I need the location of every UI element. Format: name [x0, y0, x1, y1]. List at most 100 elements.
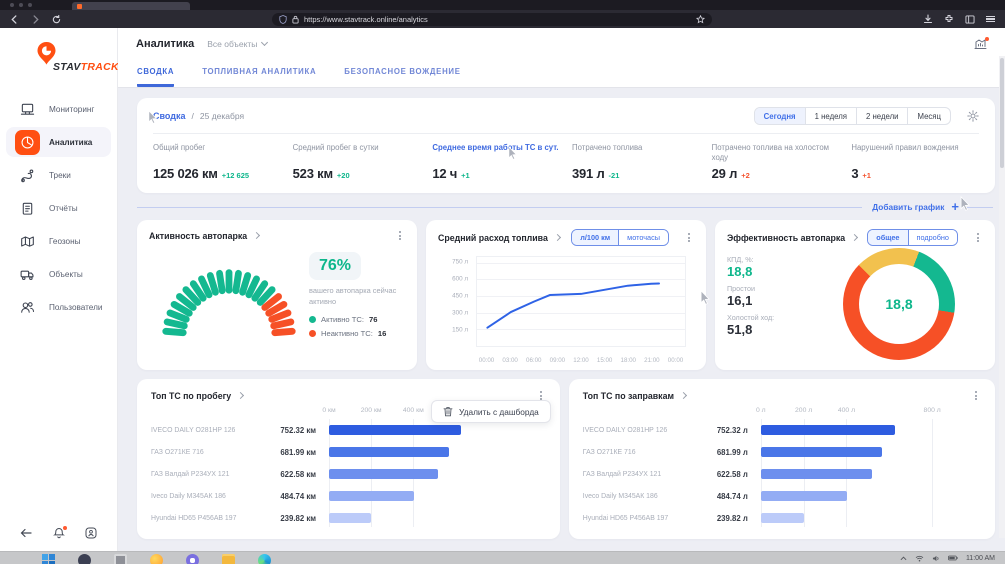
value-bar[interactable] — [329, 447, 449, 457]
kebab-menu-icon[interactable] — [684, 231, 694, 244]
period-button[interactable]: 1 неделя — [805, 108, 856, 124]
gear-icon[interactable] — [967, 110, 979, 122]
sidebar-item-monitoring[interactable]: Мониторинг — [6, 94, 111, 124]
legend-label: Активно ТС: — [321, 315, 364, 324]
wifi-icon[interactable] — [915, 555, 924, 562]
tray-chevron-icon[interactable] — [900, 556, 907, 561]
vehicle-name: ГАЗ Валдай Р234УХ 121 — [583, 463, 695, 485]
value-bar[interactable] — [761, 425, 895, 435]
metric-delta: +20 — [337, 171, 350, 180]
value-bar[interactable] — [761, 513, 804, 523]
value-bar[interactable] — [329, 513, 371, 523]
card-title: Эффективность автопарка — [727, 233, 845, 243]
stavtrack-logo[interactable]: STAVTRACK — [0, 28, 117, 80]
chevron-down-icon — [261, 39, 268, 46]
vehicle-name: ГАЗ О271КЕ 716 — [151, 441, 263, 463]
value-bar[interactable] — [761, 491, 848, 501]
task-view-icon[interactable] — [114, 554, 127, 564]
tab-0[interactable]: СВОДКА — [137, 67, 174, 87]
x-axis-label: 18:00 — [621, 357, 636, 364]
objects-filter-dropdown[interactable]: Все объекты — [207, 39, 267, 49]
battery-icon[interactable] — [948, 555, 958, 561]
chevron-right-icon[interactable] — [851, 234, 858, 241]
start-button[interactable] — [42, 554, 55, 564]
url-bar[interactable]: https://www.stavtrack.online/analytics — [272, 13, 712, 26]
tab-1[interactable]: ТОПЛИВНАЯ АНАЛИТИКА — [202, 67, 316, 87]
metric-label: Потрачено топлива — [572, 143, 700, 164]
bar-cell — [761, 441, 975, 463]
kebab-menu-icon[interactable] — [395, 229, 405, 242]
chevron-right-icon[interactable] — [253, 232, 260, 239]
summary-link[interactable]: Сводка — [153, 111, 186, 121]
value-bar[interactable] — [329, 491, 414, 501]
vehicle-value: 681.99 л — [695, 441, 761, 463]
bar-cell — [329, 441, 540, 463]
vehicle-name: Hyundai HD65 Р456АВ 197 — [583, 507, 695, 529]
updates-icon[interactable] — [974, 38, 987, 50]
sidebar-item-objects[interactable]: Объекты — [6, 259, 111, 289]
back-button[interactable] — [10, 15, 19, 24]
toggle-button[interactable]: подробно — [908, 230, 958, 245]
summary-date: 25 декабря — [200, 111, 244, 121]
sidebar-item-analytics[interactable]: Аналитика — [6, 127, 111, 157]
sidebar-toggle-icon[interactable] — [965, 15, 975, 24]
plus-icon[interactable]: + — [951, 203, 959, 211]
collapse-sidebar-icon[interactable] — [20, 528, 32, 538]
bookmark-star-icon[interactable] — [696, 15, 705, 24]
window-controls[interactable] — [10, 3, 32, 7]
reload-button[interactable] — [52, 15, 61, 24]
shield-icon[interactable] — [279, 15, 287, 24]
sidebar-item-tracks[interactable]: Треки — [6, 160, 111, 190]
toggle-button[interactable]: л/100 км — [572, 230, 618, 245]
edge-icon[interactable] — [258, 554, 271, 564]
stat-label: Простои — [727, 284, 815, 293]
scrollbar-thumb[interactable] — [1000, 58, 1004, 168]
value-bar[interactable] — [761, 469, 872, 479]
vehicle-value: 622.58 л — [695, 463, 761, 485]
browser-tab[interactable] — [72, 2, 190, 10]
monitor-icon — [15, 97, 40, 122]
forward-button[interactable] — [31, 15, 40, 24]
delete-from-dashboard-item[interactable]: Удалить с дашборда — [459, 407, 539, 417]
x-axis-label: 06:00 — [526, 357, 541, 364]
page-scrollbar[interactable] — [999, 56, 1005, 538]
value-bar[interactable] — [761, 447, 883, 457]
x-axis-label: 12:00 — [573, 357, 588, 364]
lock-icon[interactable] — [292, 15, 299, 24]
toggle-button[interactable]: моточасы — [618, 230, 668, 245]
chevron-right-icon[interactable] — [680, 392, 687, 399]
metric-label[interactable]: Среднее время работы ТС в сут. — [432, 143, 560, 164]
app-purple-icon[interactable] — [186, 554, 199, 564]
tab-2[interactable]: БЕЗОПАСНОЕ ВОЖДЕНИЕ — [344, 67, 460, 87]
file-explorer-icon[interactable] — [222, 554, 235, 564]
chevron-right-icon[interactable] — [554, 234, 561, 241]
extensions-icon[interactable] — [944, 14, 954, 24]
period-button[interactable]: Сегодня — [755, 108, 805, 124]
content-header: Аналитика Все объекты — [118, 28, 1005, 59]
account-icon[interactable] — [85, 527, 97, 539]
fuel-line — [477, 257, 685, 346]
value-bar[interactable] — [329, 469, 438, 479]
stat-value: 18,8 — [727, 264, 815, 279]
add-chart-row[interactable]: Добавить график + — [137, 202, 993, 212]
kebab-menu-icon[interactable] — [971, 389, 981, 402]
value-bar[interactable] — [329, 425, 461, 435]
firefox-icon[interactable] — [150, 554, 163, 564]
download-icon[interactable] — [923, 14, 933, 24]
sidebar-item-users[interactable]: Пользователи — [6, 292, 111, 322]
metric-value: 12 ч — [432, 166, 457, 181]
sidebar-item-geozones[interactable]: Геозоны — [6, 226, 111, 256]
notifications-bell-icon[interactable] — [53, 527, 65, 539]
add-chart-label[interactable]: Добавить график — [872, 202, 944, 212]
top-refuel-card: Топ ТС по заправкам 0 л200 л400 л800 лIV… — [569, 379, 995, 539]
sidebar-item-label: Треки — [49, 171, 71, 180]
menu-icon[interactable] — [986, 16, 995, 23]
kebab-menu-icon[interactable] — [973, 231, 983, 244]
search-icon[interactable] — [78, 554, 91, 564]
volume-icon[interactable] — [932, 555, 940, 562]
chevron-right-icon[interactable] — [237, 392, 244, 399]
sidebar-item-reports[interactable]: Отчёты — [6, 193, 111, 223]
period-button[interactable]: 2 недели — [856, 108, 908, 124]
period-button[interactable]: Месяц — [907, 108, 950, 124]
toggle-button[interactable]: общее — [868, 230, 907, 245]
